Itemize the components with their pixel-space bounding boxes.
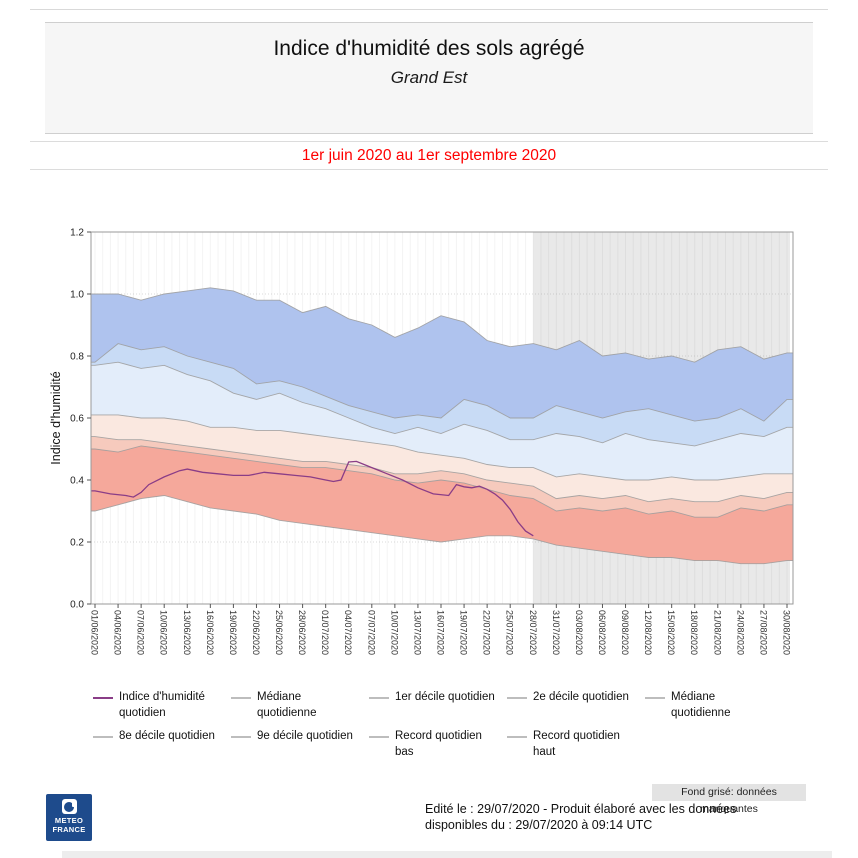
meteo-france-logo-icon <box>61 799 77 814</box>
edition-info-line1: Edité le : 29/07/2020 - Produit élaboré … <box>425 802 737 816</box>
meteo-france-logo: METEO FRANCE <box>46 794 92 841</box>
svg-text:10/07/2020: 10/07/2020 <box>389 610 399 655</box>
legend-label: 8e décile quotidien <box>119 730 215 743</box>
svg-text:31/07/2020: 31/07/2020 <box>551 610 561 655</box>
decile-boundary-lines <box>91 287 793 565</box>
legend-line-swatch <box>645 697 665 699</box>
svg-text:0.6: 0.6 <box>70 414 84 425</box>
svg-text:0.2: 0.2 <box>70 538 84 549</box>
svg-text:16/06/2020: 16/06/2020 <box>205 610 215 655</box>
legend-item: 2e décile quotidien <box>507 690 645 721</box>
period-text: 1er juin 2020 au 1er septembre 2020 <box>301 147 557 164</box>
globe-notch <box>71 802 75 807</box>
svg-text:25/07/2020: 25/07/2020 <box>505 610 515 655</box>
legend-item: Record quotidien haut <box>507 729 645 760</box>
svg-text:22/07/2020: 22/07/2020 <box>482 610 492 655</box>
legend-label: Record quotidien haut <box>533 730 620 758</box>
legend-label: 2e décile quotidien <box>533 691 629 703</box>
legend-row: 8e décile quotidien 9e décile quotidien Re… <box>93 729 813 760</box>
svg-text:0.8: 0.8 <box>70 352 84 363</box>
legend-label: Indice d'humidité quotidien <box>119 691 205 719</box>
svg-text:01/06/2020: 01/06/2020 <box>90 610 100 655</box>
svg-text:13/06/2020: 13/06/2020 <box>182 610 192 655</box>
svg-text:16/07/2020: 16/07/2020 <box>436 610 446 655</box>
legend-line-swatch <box>507 736 527 739</box>
missing-data-note: Fond grisé: données manquantes <box>652 784 806 815</box>
svg-text:25/06/2020: 25/06/2020 <box>274 610 284 655</box>
svg-text:04/07/2020: 04/07/2020 <box>343 610 353 655</box>
svg-text:04/06/2020: 04/06/2020 <box>113 610 123 655</box>
legend-label: Record quotidien bas <box>395 730 482 758</box>
y-axis-labels: 0.0 0.2 0.4 0.6 0.8 1.0 1.2 <box>70 228 91 611</box>
band-1 <box>91 343 793 446</box>
svg-text:07/06/2020: 07/06/2020 <box>136 610 146 655</box>
legend-item: 1er décile quotidien <box>369 690 507 721</box>
legend-item: Record quotidien bas <box>369 729 507 760</box>
legend-label: Médiane quotidienne <box>257 691 317 719</box>
svg-text:13/07/2020: 13/07/2020 <box>412 610 422 655</box>
legend-item: 9e décile quotidien <box>231 729 369 760</box>
legend-line-swatch <box>231 697 251 699</box>
top-divider <box>30 9 828 10</box>
chart-legend: Indice d'humidité quotidien Médiane quoti… <box>93 690 813 768</box>
page-subtitle: Grand Est <box>390 68 468 87</box>
legend-item: Médiane quotidienne <box>231 690 369 721</box>
x-axis-labels: 01/06/2020 04/06/2020 07/06/2020 10/06/2020… <box>90 604 792 655</box>
band-3 <box>91 414 793 502</box>
legend-line-swatch <box>369 697 389 699</box>
svg-text:1.2: 1.2 <box>70 228 84 239</box>
legend-line-swatch <box>231 736 251 739</box>
svg-text:28/07/2020: 28/07/2020 <box>528 610 538 655</box>
legend-line-swatch <box>507 697 527 699</box>
title-banner: Indice d'humidité des sols agrégé Grand … <box>45 22 813 134</box>
svg-text:01/07/2020: 01/07/2020 <box>320 610 330 655</box>
svg-text:22/06/2020: 22/06/2020 <box>251 610 261 655</box>
band-0 <box>91 287 793 422</box>
legend-item: 8e décile quotidien <box>93 729 231 760</box>
legend-item: Indice d'humidité quotidien <box>93 690 231 721</box>
svg-text:0.0: 0.0 <box>70 600 84 611</box>
daily-humidity-line <box>91 460 534 537</box>
bottom-strip <box>62 851 832 858</box>
legend-label: 9e décile quotidien <box>257 730 353 743</box>
band-2 <box>91 362 793 480</box>
svg-text:12/08/2020: 12/08/2020 <box>643 610 653 655</box>
logo-text-line2: FRANCE <box>52 825 86 835</box>
page-title: Indice d'humidité des sols agrégé <box>273 37 585 60</box>
svg-text:18/08/2020: 18/08/2020 <box>689 610 699 655</box>
svg-text:15/08/2020: 15/08/2020 <box>666 610 676 655</box>
legend-line-swatch <box>93 697 113 699</box>
globe-icon <box>64 801 74 812</box>
y-axis-title: Indice d'humidité <box>49 371 63 464</box>
svg-text:07/07/2020: 07/07/2020 <box>366 610 376 655</box>
legend-line-swatch <box>93 736 113 739</box>
legend-item: Médiane quotidienne <box>645 690 783 721</box>
legend-label: 1er décile quotidien <box>395 691 495 703</box>
legend-label: Médiane quotidienne <box>671 691 731 719</box>
period-banner: 1er juin 2020 au 1er septembre 2020 <box>30 141 828 170</box>
svg-text:0.4: 0.4 <box>70 476 84 487</box>
band-5 <box>91 445 793 564</box>
svg-text:09/08/2020: 09/08/2020 <box>620 610 630 655</box>
svg-text:10/06/2020: 10/06/2020 <box>159 610 169 655</box>
svg-text:21/08/2020: 21/08/2020 <box>712 610 722 655</box>
soil-moisture-index-chart: 01/06/2020 04/06/2020 07/06/2020 10/06/2020… <box>49 228 794 655</box>
legend-row: Indice d'humidité quotidien Médiane quoti… <box>93 690 813 721</box>
svg-text:30/08/2020: 30/08/2020 <box>782 610 792 655</box>
logo-text-line1: METEO <box>54 816 84 825</box>
svg-text:06/08/2020: 06/08/2020 <box>597 610 607 655</box>
svg-text:27/08/2020: 27/08/2020 <box>758 610 768 655</box>
svg-text:24/08/2020: 24/08/2020 <box>735 610 745 655</box>
svg-text:03/08/2020: 03/08/2020 <box>574 610 584 655</box>
edition-info-line2: disponibles du : 29/07/2020 à 09:14 UTC <box>425 818 653 832</box>
svg-text:28/06/2020: 28/06/2020 <box>297 610 307 655</box>
svg-text:19/06/2020: 19/06/2020 <box>228 610 238 655</box>
legend-line-swatch <box>369 736 389 739</box>
svg-text:19/07/2020: 19/07/2020 <box>459 610 469 655</box>
svg-text:1.0: 1.0 <box>70 290 84 301</box>
